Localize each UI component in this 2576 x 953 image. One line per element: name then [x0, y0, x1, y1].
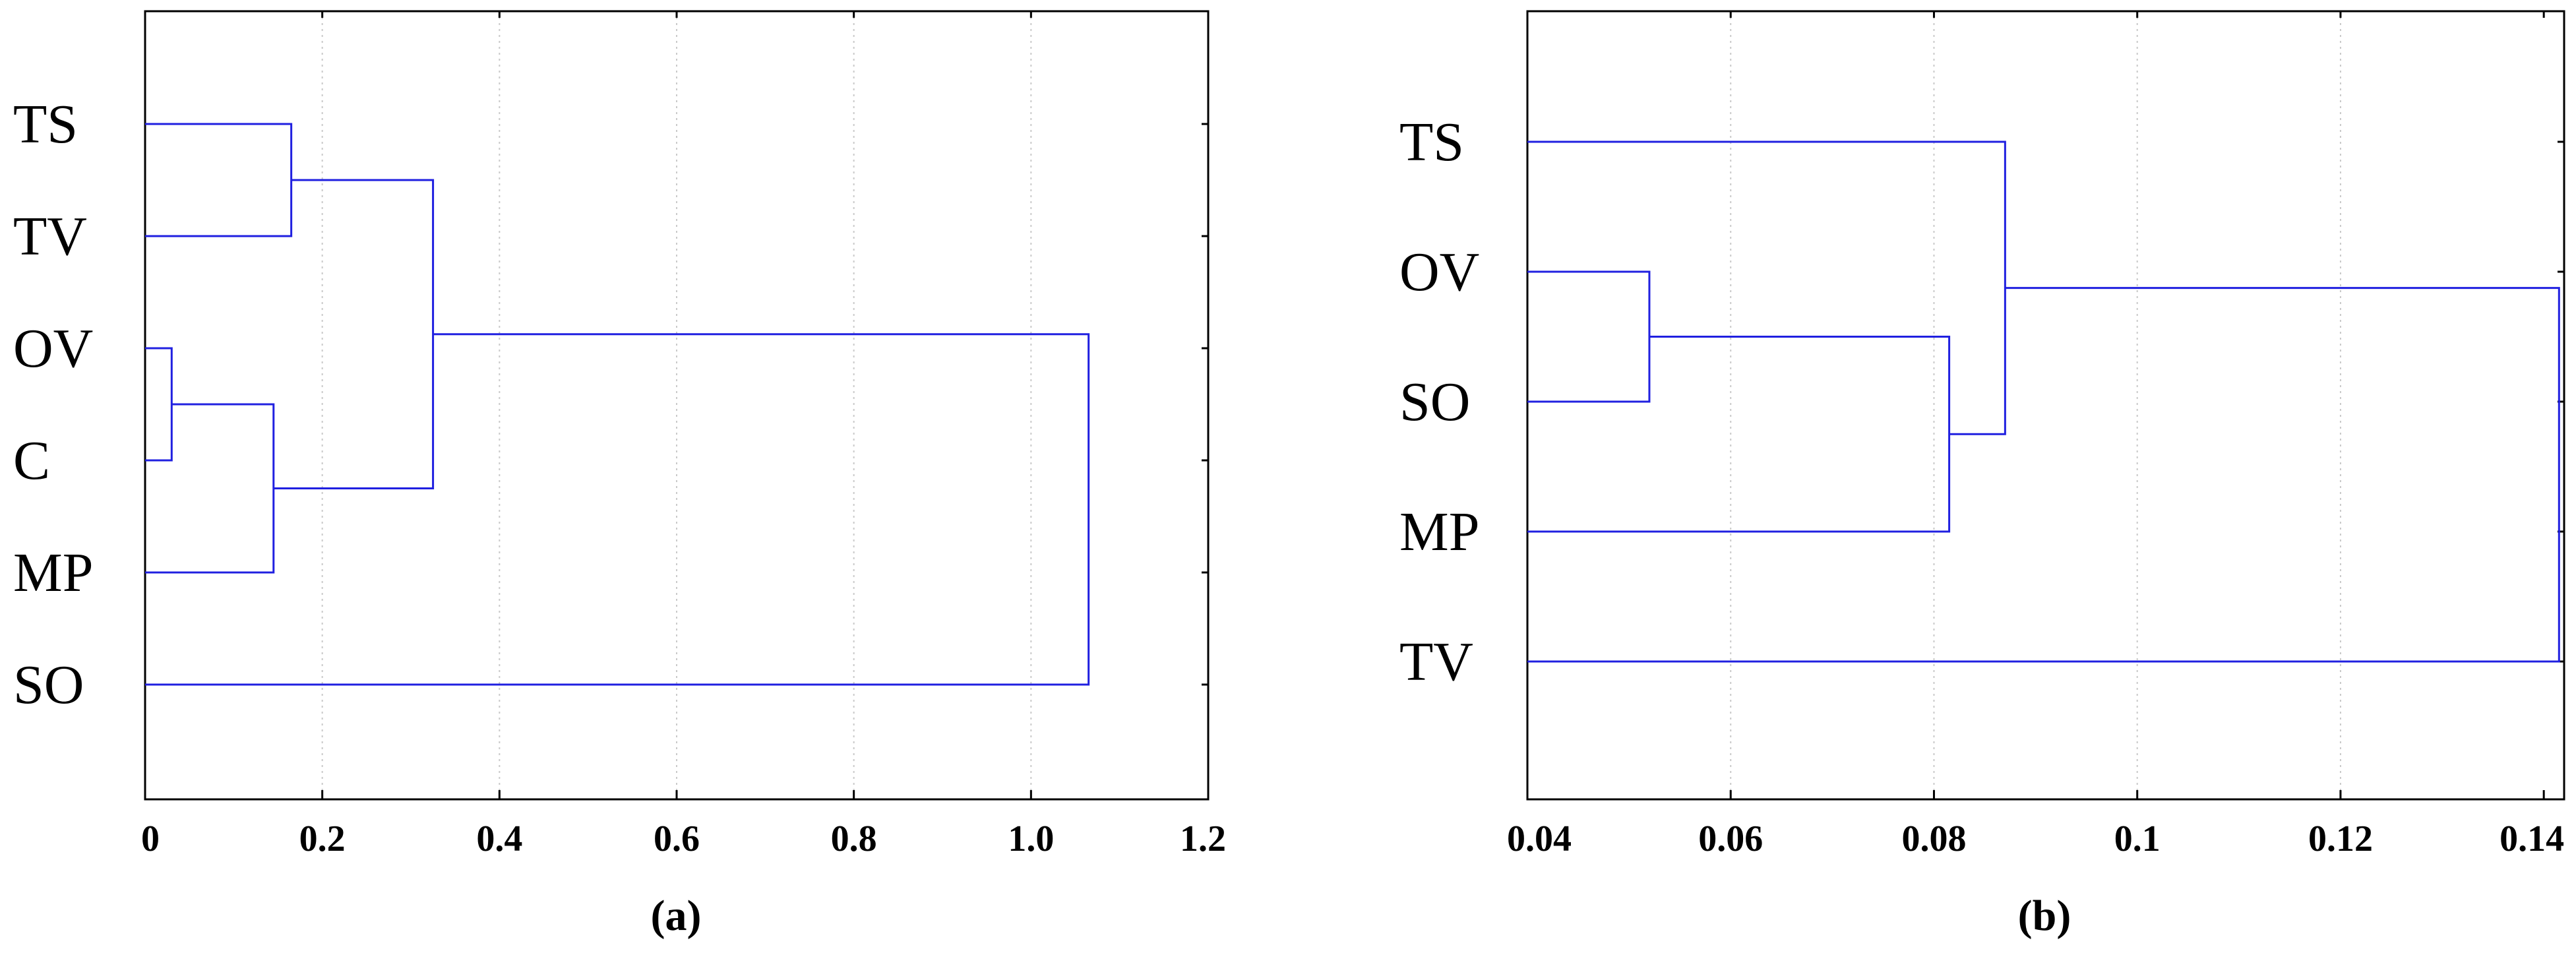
dendrogram-branch-1	[145, 347, 173, 462]
dendrogram-branch-3	[1527, 140, 2006, 435]
dendrogram-branch-4	[1527, 287, 2560, 663]
dendrogram-branch-3	[145, 123, 293, 237]
x-tick-label: 1.2	[1180, 818, 1226, 859]
x-tick-label: 1.0	[1008, 818, 1054, 859]
x-tick-label: 0.08	[1901, 818, 1966, 859]
leaf-label-ts: TS	[13, 94, 78, 155]
leaf-label-tv: TV	[1399, 631, 1473, 692]
x-tick-label: 0.12	[2308, 818, 2373, 859]
panel-a-dendrogram: 0 0.2 0.4 0.6 0.8 1.0 1.2 TS TV OV C MP SO (a)	[13, 10, 1226, 940]
x-tick-label: 0	[141, 818, 160, 859]
x-tick-label: 0.06	[1698, 818, 1763, 859]
x-tick-label: 0.2	[299, 818, 346, 859]
dendrogram-branch-5	[145, 333, 1090, 686]
x-tick-label: 0.8	[831, 818, 877, 859]
panel-b-dendrogram: 0.04 0.06 0.08 0.1 0.12 0.14 TS OV SO MP TV (b)	[1399, 10, 2565, 940]
plot-frame	[144, 10, 1210, 801]
dendrogram-branch-2	[1527, 336, 1951, 533]
x-tick-label: 0.04	[1507, 818, 1572, 859]
panel-caption: (a)	[651, 892, 702, 940]
x-tick-label: 0.4	[476, 818, 522, 859]
leaf-label-so: SO	[13, 654, 84, 716]
dendrogram-branch-4	[273, 179, 435, 489]
leaf-label-mp: MP	[13, 542, 93, 603]
dendrogram-branch-2	[145, 403, 275, 574]
leaf-label-c: C	[13, 430, 50, 491]
dendrogram-branch-1	[1527, 270, 1651, 403]
plot-frame	[1526, 10, 2565, 801]
x-tick-label: 0.6	[654, 818, 700, 859]
leaf-label-tv: TV	[13, 206, 87, 267]
leaf-label-ts: TS	[1399, 111, 1464, 173]
leaf-label-ov: OV	[1399, 241, 1479, 303]
leaf-label-mp: MP	[1399, 501, 1479, 563]
x-tick-label: 0.14	[2499, 818, 2564, 859]
leaf-label-so: SO	[1399, 371, 1470, 433]
x-tick-label: 0.1	[2114, 818, 2161, 859]
panel-caption: (b)	[2018, 892, 2071, 940]
leaf-label-ov: OV	[13, 318, 93, 379]
